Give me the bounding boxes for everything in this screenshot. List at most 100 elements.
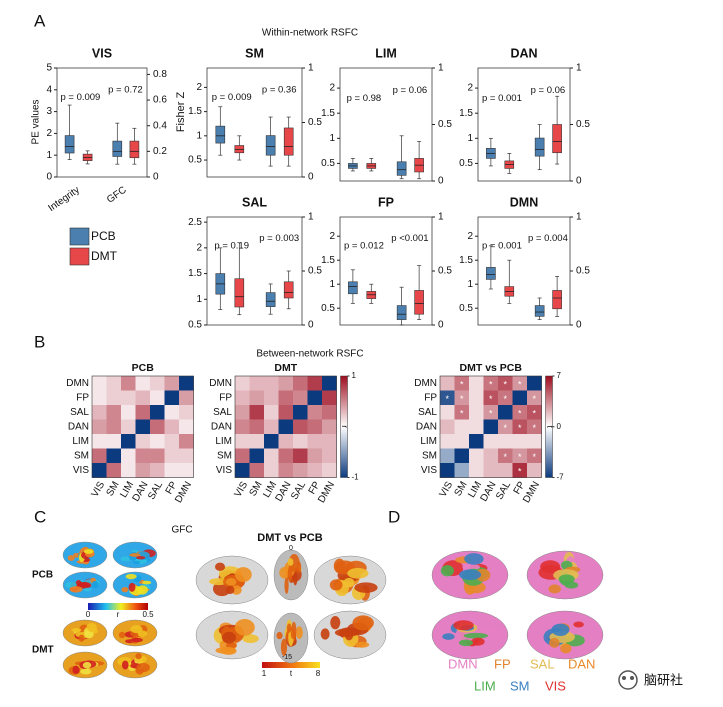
brain-patch — [79, 582, 89, 588]
p-value: p = 0.19 — [214, 241, 249, 252]
brain-patch — [334, 628, 359, 637]
heatmap-cell — [512, 448, 528, 464]
plot-title: SAL — [242, 195, 267, 209]
row-label: LIM — [72, 436, 89, 447]
box — [283, 281, 294, 299]
heatmap-cell — [179, 405, 194, 420]
p-value: p = 0.001 — [482, 93, 522, 104]
heatmap-cell — [512, 376, 528, 391]
y2-tick-label: 0.2 — [153, 146, 167, 157]
matrix-title: DMT vs PCB — [460, 362, 523, 374]
heatmap-cell — [264, 390, 279, 406]
y-tick-label: 1 — [46, 150, 52, 161]
x-tick-label: Integrity — [46, 185, 81, 214]
row-label: SAL — [418, 407, 437, 418]
y2-tick-label: 0.4 — [153, 120, 167, 131]
heatmap-cell — [106, 419, 122, 435]
p-value: p = 0.98 — [347, 93, 382, 104]
cell-label: * — [503, 394, 507, 404]
heatmap-cell — [121, 434, 136, 449]
row-label: FP — [76, 392, 89, 403]
brain-patch — [296, 561, 302, 574]
brain-patch — [242, 634, 259, 644]
y2-tick-label: 0.5 — [576, 266, 590, 277]
brain-patch — [320, 628, 330, 640]
brain-patch — [133, 560, 141, 565]
y-axis-label: PE values — [31, 99, 42, 144]
box — [129, 140, 140, 159]
brain-patch — [463, 632, 489, 639]
panel-title: Between-network RSFC — [256, 349, 363, 360]
colorbar — [340, 375, 348, 478]
box — [486, 267, 496, 280]
heatmap-cell — [483, 376, 499, 391]
heatmap-cell — [454, 390, 470, 406]
heatmap-cell — [307, 390, 323, 406]
heatmap-cell — [235, 419, 250, 435]
brain-patch — [354, 582, 378, 593]
brain-patch — [329, 579, 343, 591]
heatmap-cell — [92, 405, 107, 420]
heatmap-cell — [278, 405, 294, 420]
heatmap-cell — [440, 463, 455, 478]
brain-patch — [560, 643, 572, 654]
heatmap-cell — [121, 390, 136, 406]
box — [112, 140, 123, 157]
box — [552, 124, 562, 154]
heatmap-cell — [322, 463, 337, 478]
heatmap-cell — [293, 376, 308, 391]
brain-patch — [220, 647, 237, 655]
heatmap-cell — [135, 376, 151, 391]
y-tick-label: 1 — [196, 130, 202, 141]
cell-label: * — [503, 380, 507, 390]
y-tick-label: 1 — [196, 294, 202, 305]
heatmap-cell — [498, 376, 513, 391]
box — [348, 281, 358, 295]
heatmap-cell — [164, 463, 180, 478]
brain-patch — [130, 637, 143, 643]
heatmap-cell — [179, 376, 194, 391]
y2-tick-label: 0 — [576, 176, 582, 187]
heatmap-cell — [249, 463, 265, 478]
legend-swatch — [69, 247, 90, 266]
plot-frame — [56, 67, 148, 178]
heatmap-cell — [264, 419, 279, 435]
y2-tick-label: 0.5 — [308, 266, 322, 277]
heatmap-cell — [249, 405, 265, 420]
plot-title: FP — [378, 195, 394, 209]
heatmap-cell — [527, 463, 542, 478]
cell-label: * — [532, 452, 536, 462]
p-value: p = 0.009 — [60, 92, 100, 103]
heatmap-cell — [249, 448, 265, 464]
y-tick-label: 2.5 — [188, 217, 202, 228]
heatmap-cell — [293, 434, 308, 449]
network-label: FP — [494, 656, 511, 671]
brain-patch — [79, 668, 92, 675]
y-tick-label: 2 — [196, 242, 202, 253]
colorbar-label: r — [117, 610, 120, 619]
box — [64, 135, 75, 154]
brain-patch — [86, 622, 98, 632]
y-tick-label: 1.5 — [321, 255, 335, 266]
colorbar-tick-label: 0 — [86, 610, 91, 619]
p-value: p = 0.06 — [393, 85, 428, 96]
heatmap-cell — [92, 376, 107, 391]
brain-patch — [549, 637, 560, 648]
plot-title: LIM — [375, 46, 397, 60]
heatmap-cell — [469, 463, 484, 478]
box — [552, 290, 562, 310]
heatmap-cell — [150, 390, 165, 406]
heatmap-cell — [150, 434, 165, 449]
y-tick-label: 1.5 — [459, 108, 473, 119]
row-label: DAN — [68, 421, 89, 432]
heatmap-cell — [454, 448, 470, 464]
heatmap-cell — [179, 448, 194, 464]
p-value: p = 0.001 — [482, 241, 522, 252]
heatmap-cell — [179, 419, 194, 435]
row-label: SM — [74, 450, 89, 461]
heatmap-cell — [527, 448, 542, 464]
heatmap-cell — [179, 463, 194, 478]
row-label: FP — [219, 392, 232, 403]
panel-label: C — [34, 507, 46, 526]
y-tick-label: 1 — [467, 279, 473, 290]
